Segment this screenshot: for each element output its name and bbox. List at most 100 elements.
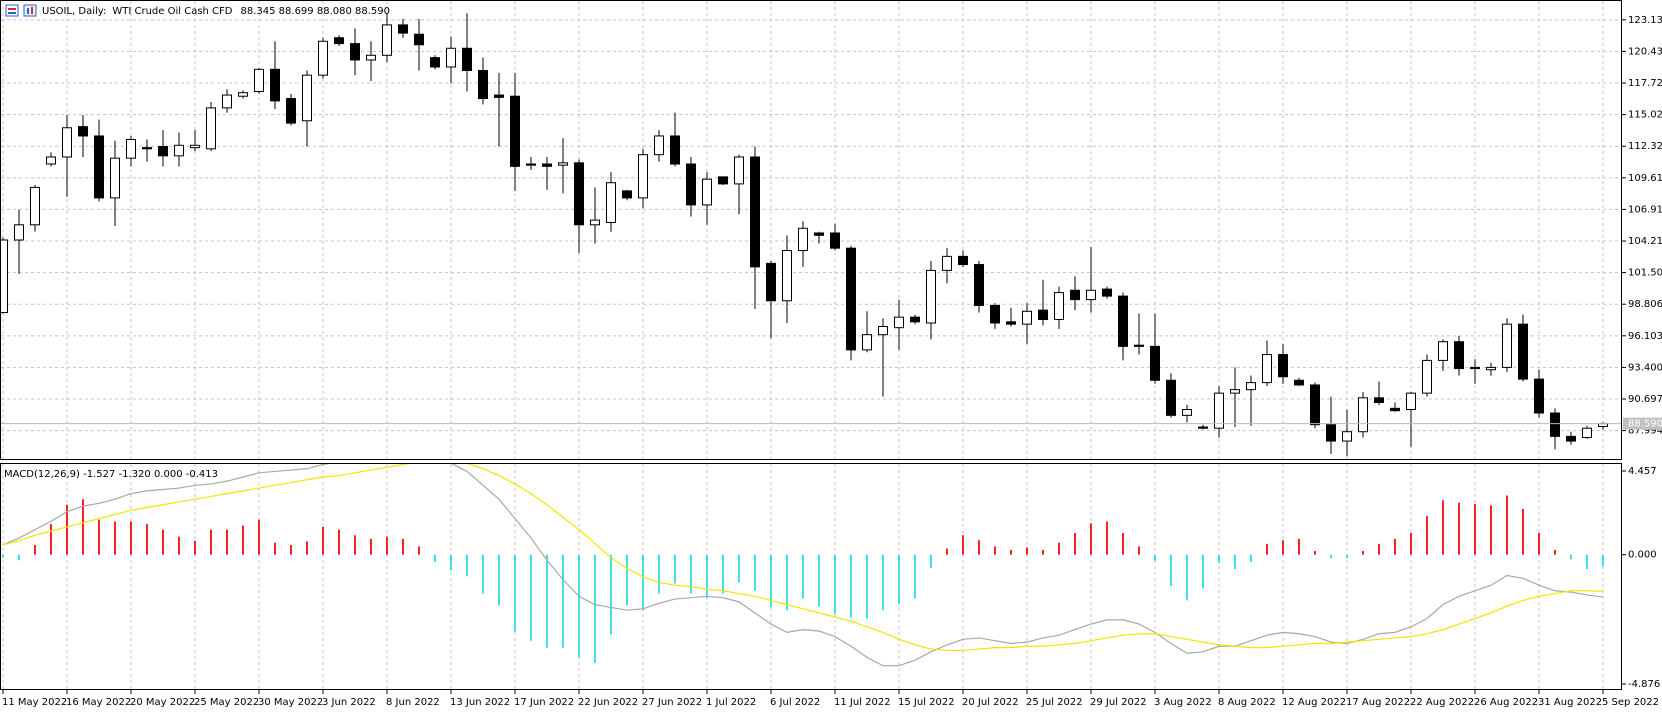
histogram-bar bbox=[978, 540, 980, 555]
candle-body bbox=[462, 47, 472, 71]
x-tick-label: 3 Aug 2022 bbox=[1154, 697, 1212, 708]
description: WTI Crude Oil Cash CFD bbox=[112, 6, 232, 17]
candle-body bbox=[1118, 295, 1128, 347]
x-tick-label: 1 Jul 2022 bbox=[706, 697, 756, 708]
icon bbox=[23, 4, 37, 17]
candle-body bbox=[1038, 309, 1048, 320]
histogram-bar bbox=[770, 554, 772, 608]
grid-layer bbox=[1, 1, 1621, 689]
icon bbox=[8, 8, 16, 10]
candle-body bbox=[158, 145, 168, 157]
histogram-bar bbox=[1346, 554, 1348, 559]
histogram-bar bbox=[258, 519, 260, 555]
candle-body bbox=[1438, 341, 1448, 361]
candle-body bbox=[78, 126, 88, 137]
y-tick-label: 109.618 bbox=[1628, 173, 1662, 184]
candle-body bbox=[1358, 397, 1368, 433]
candle-body bbox=[1342, 431, 1352, 442]
x-tick-label: 13 Jun 2022 bbox=[450, 697, 510, 708]
candle-body bbox=[910, 316, 920, 323]
histogram-bar bbox=[322, 526, 324, 555]
histogram-bar bbox=[1570, 554, 1572, 560]
histogram-bar bbox=[690, 554, 692, 594]
candle-body bbox=[366, 54, 376, 61]
histogram-bar bbox=[370, 538, 372, 555]
candle-body bbox=[1406, 392, 1416, 410]
histogram-bar bbox=[1090, 523, 1092, 555]
x-tick-label: 22 Jun 2022 bbox=[578, 697, 638, 708]
histogram-bar bbox=[546, 554, 548, 648]
candle-body bbox=[1022, 310, 1032, 325]
y-tick-label: 93.400 bbox=[1628, 362, 1662, 373]
histogram-bar bbox=[898, 554, 900, 605]
candle-body bbox=[270, 68, 280, 102]
histogram-bar bbox=[194, 540, 196, 555]
x-tick-label: 11 May 2022 bbox=[2, 697, 67, 708]
candle-body bbox=[1150, 345, 1160, 381]
y-tick-label: 96.103 bbox=[1628, 331, 1662, 342]
candle-body bbox=[942, 255, 952, 271]
candle-body bbox=[830, 232, 840, 249]
histogram-bar bbox=[434, 554, 436, 562]
histogram-bar bbox=[1458, 502, 1460, 555]
candle-body bbox=[1006, 321, 1016, 325]
candle-body bbox=[142, 147, 152, 150]
histogram-bar bbox=[1138, 546, 1140, 555]
histogram-bar bbox=[354, 535, 356, 555]
candle-body bbox=[590, 219, 600, 226]
histogram-bar bbox=[1218, 554, 1220, 564]
histogram-bar bbox=[1122, 533, 1124, 555]
candle-body bbox=[542, 163, 552, 167]
candle-body bbox=[222, 94, 232, 109]
histogram-bar bbox=[946, 548, 948, 555]
histogram-bar bbox=[1586, 554, 1588, 570]
candle-body bbox=[782, 250, 792, 302]
candle-body bbox=[1454, 341, 1464, 370]
histogram-bar bbox=[882, 554, 884, 611]
histogram-bar bbox=[1314, 551, 1316, 555]
histogram-bar bbox=[402, 538, 404, 555]
candle-body bbox=[1550, 412, 1560, 437]
histogram-bar bbox=[98, 519, 100, 555]
histogram-bar bbox=[1202, 554, 1204, 589]
symbol: USOIL, Daily: bbox=[42, 6, 106, 17]
candle-body bbox=[846, 247, 856, 351]
histogram-bar bbox=[1506, 495, 1508, 555]
histogram-bar bbox=[162, 529, 164, 555]
histogram-bar bbox=[146, 524, 148, 555]
x-tick-label: 5 Sep 2022 bbox=[1602, 697, 1659, 708]
x-tick-label: 20 May 2022 bbox=[130, 697, 195, 708]
histogram-bar bbox=[1026, 547, 1028, 555]
x-tick-label: 27 Jun 2022 bbox=[642, 697, 702, 708]
candle-body bbox=[1198, 426, 1208, 429]
histogram-bar bbox=[1394, 538, 1396, 555]
candle-body bbox=[238, 92, 248, 97]
histogram-bar bbox=[1522, 508, 1524, 555]
histogram-bar bbox=[34, 544, 36, 555]
histogram-bar bbox=[1474, 503, 1476, 555]
histogram-bar bbox=[386, 536, 388, 555]
candle-body bbox=[862, 334, 872, 351]
candle-body bbox=[350, 43, 360, 61]
histogram-bar bbox=[1234, 554, 1236, 570]
histogram-bar bbox=[722, 554, 724, 594]
price-pane-frame bbox=[0, 0, 1622, 460]
candle-body bbox=[622, 190, 632, 199]
candle-body bbox=[814, 232, 824, 236]
histogram-bar bbox=[1410, 533, 1412, 555]
histogram-bar bbox=[962, 535, 964, 555]
histogram-bar bbox=[786, 554, 788, 611]
candle-body bbox=[702, 178, 712, 206]
histogram-bar bbox=[706, 554, 708, 599]
candle-body bbox=[494, 94, 504, 98]
histogram-bar bbox=[450, 554, 452, 571]
chart-header: USOIL, Daily: WTI Crude Oil Cash CFD 88.34… bbox=[42, 6, 390, 17]
x-tick-label: 22 Aug 2022 bbox=[1410, 697, 1474, 708]
histogram-bar bbox=[1330, 554, 1332, 559]
candle-body bbox=[174, 144, 184, 157]
candle-body bbox=[1310, 384, 1320, 426]
histogram-bar bbox=[562, 554, 564, 648]
candle-body bbox=[574, 162, 584, 226]
candle-body bbox=[1502, 323, 1512, 368]
